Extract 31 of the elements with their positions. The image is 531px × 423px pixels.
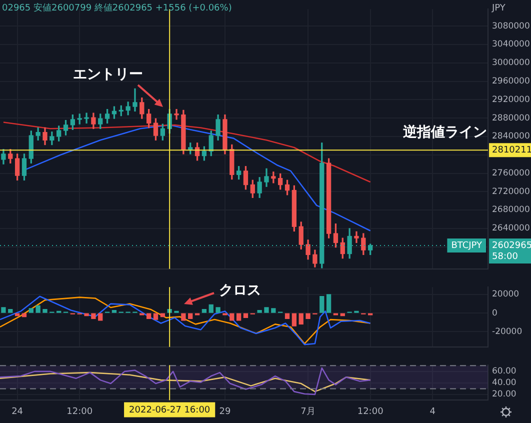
y-tick-label: 0 (492, 308, 498, 318)
y-tick-label: 60.00 (492, 366, 516, 377)
x-tick-label: 29 (219, 406, 231, 417)
y-tick-label: 20000 (492, 290, 520, 300)
ref-line-label: 2810211 (492, 146, 531, 156)
y-tick-label: 40.00 (492, 378, 516, 388)
x-tick-label: 24 (12, 406, 24, 417)
x-tick-label: 4 (430, 406, 436, 417)
y-axis-title: JPY (491, 3, 506, 14)
y-tick-label: 3000000 (492, 58, 530, 68)
chart-subtitle: 02965 安値2600799 終値2602965 +1556 (+0.06%) (2, 2, 232, 14)
y-tick-label: 2760000 (492, 168, 530, 178)
annotation: 逆指値ライン (402, 124, 487, 141)
annotation: エントリー (73, 66, 143, 83)
y-tick-label: 2960000 (492, 76, 530, 86)
x-tick-label: 7月 (300, 406, 316, 417)
y-tick-label: 20.00 (492, 390, 516, 400)
ref-line-label: BTCJPY 2602965 58:00 (451, 240, 531, 262)
y-tick-label: -20000 (492, 326, 522, 337)
y-tick-label: 2680000 (492, 205, 530, 216)
y-tick-label: 3040000 (492, 40, 530, 50)
y-tick-label: 3080000 (492, 21, 530, 32)
y-tick-label: 2920000 (492, 94, 530, 105)
y-tick-label: 2640000 (492, 224, 530, 234)
y-tick-label: 2880000 (492, 113, 530, 124)
x-tick-label: 12:00 (66, 406, 93, 417)
annotation: クロス (219, 282, 261, 299)
y-tick-label: 2840000 (492, 132, 530, 142)
x-tick-label: 12:00 (357, 406, 384, 417)
ref-line-label: 2022-06-27 16:00 (129, 406, 210, 416)
y-tick-label: 2720000 (492, 186, 530, 197)
